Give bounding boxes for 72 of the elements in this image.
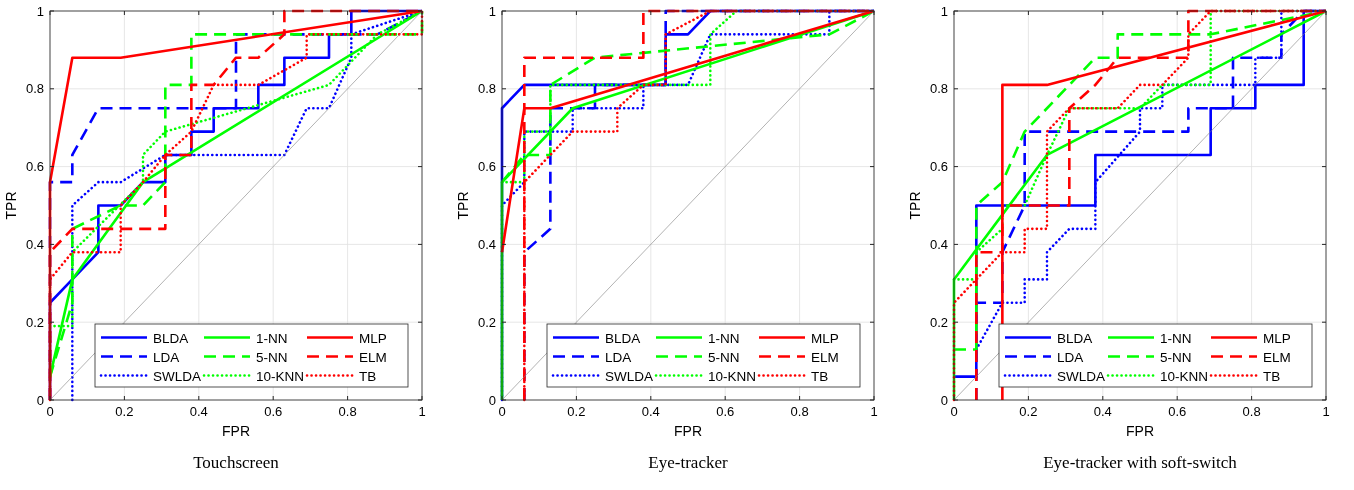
x-axis-title: FPR: [674, 423, 702, 439]
legend-label: TB: [1263, 368, 1281, 384]
legend-label: TB: [359, 368, 377, 384]
legend-label: MLP: [1263, 330, 1291, 346]
y-tick-label: 0: [488, 392, 496, 408]
legend-label: BLDA: [1057, 330, 1093, 346]
x-tick-label: 1: [418, 404, 426, 419]
legend-label: 5-NN: [708, 349, 740, 365]
y-axis-title: TPR: [3, 191, 19, 220]
y-tick-label: 0.8: [25, 81, 44, 97]
x-tick-label: 0.6: [1168, 404, 1187, 419]
x-tick-label: 0.4: [189, 404, 208, 419]
y-tick-label: 0.2: [929, 314, 948, 330]
legend-label: TB: [811, 368, 829, 384]
legend-label: 1-NN: [256, 330, 288, 346]
text: Touchscreen: [193, 453, 280, 472]
legend-label: MLP: [811, 330, 839, 346]
x-tick-label: 0.4: [1093, 404, 1112, 419]
x-axis-title: FPR: [222, 423, 250, 439]
x-tick-label: 0.2: [1019, 404, 1038, 419]
legend-label: SWLDA: [1057, 368, 1106, 384]
x-tick-label: 0: [950, 404, 958, 419]
legend-label: ELM: [359, 349, 387, 365]
x-tick-label: 1: [1322, 404, 1330, 419]
legend-label: BLDA: [605, 330, 641, 346]
x-tick-label: 0.2: [115, 404, 134, 419]
legend-label: 10-KNN: [256, 368, 305, 384]
legend-label: LDA: [153, 349, 180, 365]
legend-label: ELM: [811, 349, 839, 365]
x-tick-label: 0.4: [641, 404, 660, 419]
y-tick-label: 0.4: [929, 236, 948, 252]
x-tick-label: 0.8: [790, 404, 809, 419]
legend-label: LDA: [1057, 349, 1084, 365]
y-tick-label: 0.6: [477, 159, 496, 175]
y-axis-title: TPR: [907, 191, 923, 220]
x-axis-title: FPR: [1126, 423, 1154, 439]
y-tick-label: 1: [488, 3, 496, 19]
legend-label: ELM: [1263, 349, 1291, 365]
x-tick-label: 0: [498, 404, 506, 419]
x-tick-label: 0.8: [1242, 404, 1261, 419]
y-tick-label: 0: [940, 392, 948, 408]
y-tick-label: 0.8: [477, 81, 496, 97]
x-tick-label: 0.8: [338, 404, 357, 419]
x-tick-label: 0.2: [567, 404, 586, 419]
y-tick-label: 0.6: [25, 159, 44, 175]
legend-label: BLDA: [153, 330, 189, 346]
x-tick-label: 0.6: [716, 404, 735, 419]
legend-label: 5-NN: [1160, 349, 1192, 365]
x-tick-label: 0.6: [264, 404, 283, 419]
x-tick-label: 1: [870, 404, 878, 419]
legend-label: 10-KNN: [1160, 368, 1209, 384]
y-tick-label: 0.4: [25, 236, 44, 252]
y-axis-title: TPR: [455, 191, 471, 220]
y-tick-label: 0.2: [477, 314, 496, 330]
legend-label: SWLDA: [153, 368, 202, 384]
legend-label: 1-NN: [1160, 330, 1192, 346]
y-tick-label: 1: [36, 3, 44, 19]
text: Eye-tracker: [648, 453, 728, 472]
y-tick-label: 0.4: [477, 236, 496, 252]
legend-label: SWLDA: [605, 368, 654, 384]
x-tick-label: 0: [46, 404, 54, 419]
legend-label: MLP: [359, 330, 387, 346]
y-tick-label: 0.2: [25, 314, 44, 330]
legend-label: 1-NN: [708, 330, 740, 346]
legend-label: 5-NN: [256, 349, 288, 365]
legend-label: LDA: [605, 349, 632, 365]
y-tick-label: 0: [36, 392, 44, 408]
y-tick-label: 1: [940, 3, 948, 19]
y-tick-label: 0.6: [929, 159, 948, 175]
y-tick-label: 0.8: [929, 81, 948, 97]
legend-label: 10-KNN: [708, 368, 757, 384]
text: Eye-tracker with soft-switch: [1043, 453, 1238, 472]
